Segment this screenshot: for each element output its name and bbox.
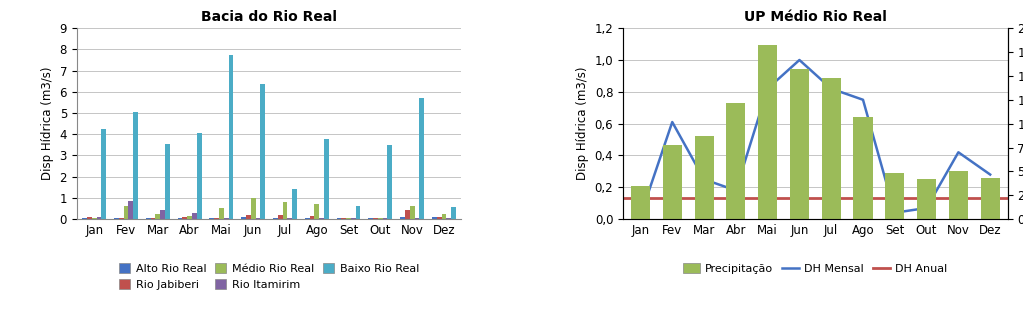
- Bar: [917, 179, 936, 219]
- Bar: [356, 206, 360, 219]
- Y-axis label: Disp Hídrica (m3/s): Disp Hídrica (m3/s): [576, 67, 589, 180]
- Bar: [342, 218, 346, 219]
- Bar: [161, 210, 165, 219]
- DH Mensal: [698, 177, 710, 181]
- Bar: [182, 217, 187, 219]
- Bar: [405, 210, 410, 219]
- Bar: [400, 217, 405, 219]
- Bar: [631, 186, 650, 219]
- DH Mensal: [889, 211, 901, 215]
- Bar: [314, 204, 319, 219]
- Bar: [414, 218, 419, 219]
- Bar: [324, 139, 328, 219]
- Bar: [165, 144, 170, 219]
- Bar: [214, 218, 219, 219]
- Bar: [92, 218, 96, 219]
- Bar: [337, 218, 342, 219]
- Bar: [885, 173, 904, 219]
- Bar: [228, 55, 233, 219]
- DH Mensal: [666, 120, 678, 124]
- DH Mensal: [984, 173, 996, 177]
- Bar: [383, 218, 388, 219]
- Bar: [256, 218, 260, 219]
- Legend: Precipitação, DH Mensal, DH Anual: Precipitação, DH Mensal, DH Anual: [678, 259, 952, 278]
- DH Mensal: [634, 214, 647, 218]
- Legend: Alto Rio Real, Rio Jabiberi, Médio Rio Real, Rio Itamirim, Baixo Rio Real: Alto Rio Real, Rio Jabiberi, Médio Rio R…: [115, 259, 424, 294]
- Bar: [129, 201, 133, 219]
- Bar: [192, 213, 196, 219]
- Bar: [124, 206, 129, 219]
- DH Mensal: [761, 87, 773, 90]
- Bar: [319, 218, 324, 219]
- DH Mensal: [952, 151, 965, 154]
- Bar: [949, 172, 968, 219]
- DH Mensal: [793, 58, 805, 62]
- DH Mensal: [921, 206, 933, 210]
- Bar: [150, 218, 155, 219]
- Bar: [758, 45, 777, 219]
- Bar: [377, 218, 383, 219]
- Title: UP Médio Rio Real: UP Médio Rio Real: [744, 10, 887, 24]
- Line: DH Mensal: DH Mensal: [640, 60, 990, 216]
- Bar: [224, 218, 228, 219]
- Bar: [305, 218, 310, 219]
- DH Mensal: [826, 87, 838, 90]
- Bar: [146, 218, 150, 219]
- DH Mensal: [729, 188, 742, 192]
- Bar: [821, 78, 841, 219]
- Bar: [273, 218, 278, 219]
- Bar: [663, 145, 681, 219]
- Bar: [981, 178, 999, 219]
- Bar: [853, 117, 873, 219]
- DH Anual: [634, 197, 647, 200]
- Bar: [115, 218, 119, 219]
- Bar: [726, 103, 746, 219]
- Bar: [446, 218, 451, 219]
- Title: Bacia do Rio Real: Bacia do Rio Real: [202, 10, 337, 24]
- Bar: [451, 207, 456, 219]
- Bar: [695, 136, 714, 219]
- Y-axis label: Disp Hídrica (m3/s): Disp Hídrica (m3/s): [41, 67, 54, 180]
- Bar: [187, 216, 192, 219]
- Bar: [278, 215, 282, 219]
- Bar: [210, 218, 214, 219]
- Bar: [790, 69, 809, 219]
- Bar: [410, 206, 414, 219]
- Bar: [178, 218, 182, 219]
- Bar: [133, 112, 138, 219]
- DH Anual: [666, 197, 678, 200]
- Bar: [310, 216, 314, 219]
- Bar: [437, 217, 442, 219]
- Bar: [293, 189, 297, 219]
- Bar: [260, 85, 265, 219]
- Bar: [246, 215, 251, 219]
- Bar: [101, 129, 106, 219]
- Bar: [96, 217, 101, 219]
- Bar: [287, 218, 293, 219]
- Bar: [119, 218, 124, 219]
- Bar: [87, 217, 92, 219]
- Bar: [155, 214, 161, 219]
- Bar: [419, 98, 425, 219]
- Bar: [351, 218, 356, 219]
- DH Mensal: [857, 98, 870, 102]
- Bar: [219, 208, 224, 219]
- Bar: [346, 218, 351, 219]
- Bar: [196, 133, 202, 219]
- Bar: [388, 145, 392, 219]
- Bar: [442, 214, 446, 219]
- Bar: [282, 202, 287, 219]
- Bar: [241, 217, 246, 219]
- Bar: [373, 218, 377, 219]
- Bar: [368, 218, 373, 219]
- Bar: [251, 198, 256, 219]
- Bar: [432, 217, 437, 219]
- Bar: [82, 218, 87, 219]
